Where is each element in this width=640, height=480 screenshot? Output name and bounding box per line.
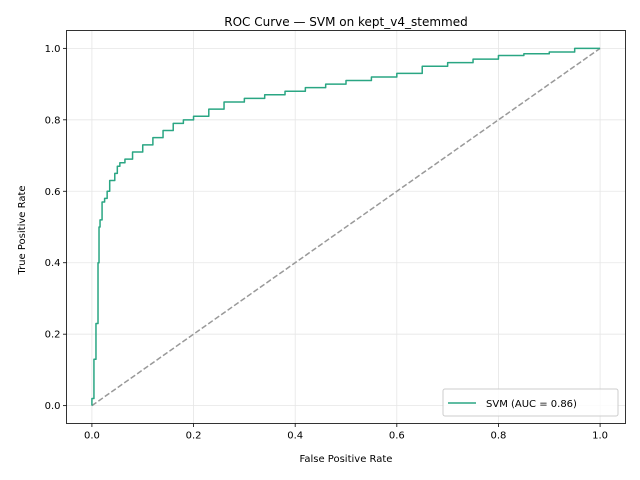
y-axis-ticks: 0.0 0.2 0.4 0.6 0.8 1.0 — [45, 44, 67, 412]
plot-frame — [66, 30, 626, 424]
x-tick-label-5: 1.0 — [592, 431, 608, 442]
series-layer — [91, 47, 601, 406]
y-tick-label-2: 0.4 — [45, 258, 61, 269]
x-tick-label-1: 0.2 — [186, 431, 202, 442]
x-tick-label-4: 0.8 — [491, 431, 507, 442]
legend: SVM (AUC = 0.86) — [442, 388, 619, 417]
x-tick-label-2: 0.4 — [287, 431, 303, 442]
grid — [66, 30, 626, 424]
x-tick-label-0: 0.0 — [84, 431, 100, 442]
y-tick-label-1: 0.2 — [45, 330, 61, 341]
diagonal-line — [91, 47, 601, 407]
legend-box — [442, 388, 619, 417]
y-tick-label-0: 0.0 — [45, 401, 61, 412]
y-tick-label-5: 1.0 — [45, 44, 61, 55]
x-tick-label-3: 0.6 — [389, 431, 405, 442]
diagonal-reference — [91, 47, 601, 407]
x-axis-ticks: 0.0 0.2 0.4 0.6 0.8 1.0 — [84, 423, 608, 442]
y-tick-label-3: 0.6 — [45, 187, 61, 198]
legend-label-roc: SVM (AUC = 0.86) — [486, 399, 577, 410]
y-axis-label: True Positive Rate — [17, 185, 28, 275]
y-tick-label-4: 0.8 — [45, 115, 61, 126]
x-axis-label: False Positive Rate — [300, 454, 393, 465]
chart-title: ROC Curve — SVM on kept_v4_stemmed — [224, 15, 467, 29]
series-line-roc — [91, 47, 601, 406]
